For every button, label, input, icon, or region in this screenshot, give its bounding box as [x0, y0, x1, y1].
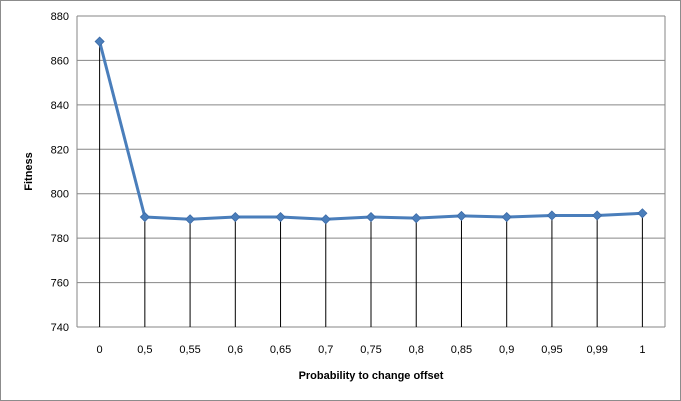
- x-tick-label: 0,5: [137, 344, 152, 356]
- data-point: [411, 213, 422, 224]
- data-point: [501, 211, 512, 223]
- data-point: [94, 36, 105, 47]
- y-tick-label: 880: [51, 11, 69, 23]
- x-tick-label: 0: [97, 344, 103, 356]
- x-tick-label: 0,99: [586, 344, 607, 356]
- x-tick-label: 1: [639, 344, 645, 356]
- y-tick-label: 780: [51, 233, 69, 245]
- drop-lines: [99, 41, 643, 327]
- data-point: [275, 211, 286, 223]
- x-tick-label: 0,85: [451, 344, 472, 356]
- data-point: [185, 214, 196, 225]
- data-point: [592, 210, 603, 221]
- gridlines: [76, 15, 666, 328]
- x-tick-label: 0,65: [270, 344, 291, 356]
- y-tick-label: 800: [51, 189, 69, 201]
- data-point: [320, 214, 331, 225]
- x-axis-title: Probability to change offset: [299, 370, 444, 382]
- data-point: [456, 210, 467, 221]
- data-point: [637, 208, 648, 219]
- y-axis-title: Fitness: [23, 152, 35, 191]
- y-tick-label: 840: [51, 100, 69, 112]
- y-tick-label: 860: [51, 55, 69, 67]
- data-point: [139, 211, 150, 223]
- y-tick-label: 740: [51, 322, 69, 334]
- y-tick-label: 760: [51, 278, 69, 290]
- x-tick-label: 0,75: [360, 344, 381, 356]
- y-tick-label: 820: [51, 144, 69, 156]
- data-point: [365, 211, 377, 223]
- data-point: [546, 210, 557, 221]
- x-tick-label: 0,8: [409, 344, 424, 356]
- y-tick-labels: 740 760 780 800 820 840 860 880: [51, 11, 69, 334]
- x-tick-label: 0,55: [179, 344, 200, 356]
- data-point: [230, 211, 241, 223]
- x-tick-label: 0,9: [499, 344, 514, 356]
- series-line: [98, 41, 643, 221]
- series-group: [94, 36, 648, 225]
- x-tick-labels: 0 0,5 0,55 0,6 0,65 0,7 0,75 0,8 0,85 0,9 0,95 0,99…: [97, 344, 646, 356]
- x-tick-label: 0,95: [541, 344, 562, 356]
- x-tick-label: 0,7: [318, 344, 333, 356]
- x-tick-label: 0,6: [228, 344, 243, 356]
